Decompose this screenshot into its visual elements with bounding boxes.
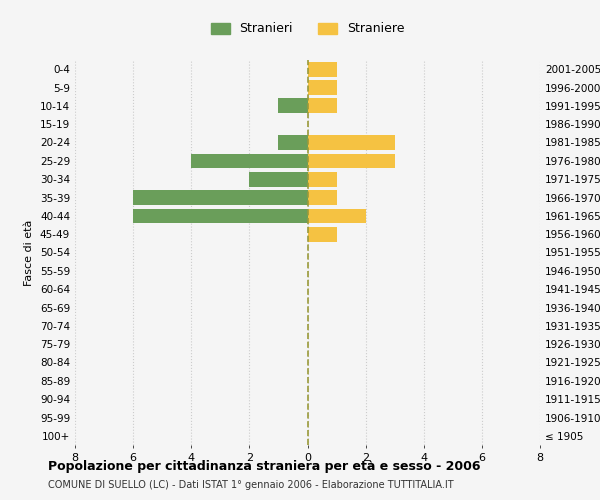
- Bar: [308, 62, 337, 76]
- Bar: [308, 98, 337, 113]
- Bar: [133, 208, 308, 223]
- Bar: [308, 227, 337, 242]
- Bar: [308, 172, 337, 186]
- Text: COMUNE DI SUELLO (LC) - Dati ISTAT 1° gennaio 2006 - Elaborazione TUTTITALIA.IT: COMUNE DI SUELLO (LC) - Dati ISTAT 1° ge…: [48, 480, 454, 490]
- Bar: [308, 190, 337, 205]
- Bar: [308, 135, 395, 150]
- Bar: [278, 98, 308, 113]
- Legend: Stranieri, Straniere: Stranieri, Straniere: [205, 16, 410, 42]
- Y-axis label: Fasce di età: Fasce di età: [25, 220, 34, 286]
- Bar: [308, 208, 365, 223]
- Text: Popolazione per cittadinanza straniera per età e sesso - 2006: Popolazione per cittadinanza straniera p…: [48, 460, 481, 473]
- Bar: [278, 135, 308, 150]
- Bar: [250, 172, 308, 186]
- Bar: [308, 80, 337, 95]
- Bar: [308, 154, 395, 168]
- Bar: [133, 190, 308, 205]
- Bar: [191, 154, 308, 168]
